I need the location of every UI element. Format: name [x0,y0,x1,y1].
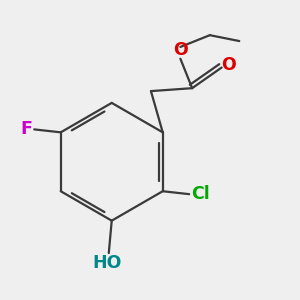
Text: Cl: Cl [192,185,210,203]
Text: O: O [173,41,188,59]
Text: HO: HO [93,254,122,272]
Text: F: F [20,120,32,138]
Text: O: O [221,56,236,74]
